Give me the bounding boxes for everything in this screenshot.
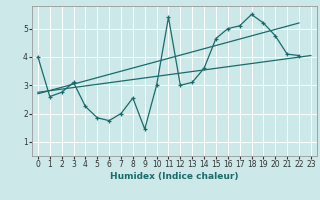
X-axis label: Humidex (Indice chaleur): Humidex (Indice chaleur) <box>110 172 239 181</box>
